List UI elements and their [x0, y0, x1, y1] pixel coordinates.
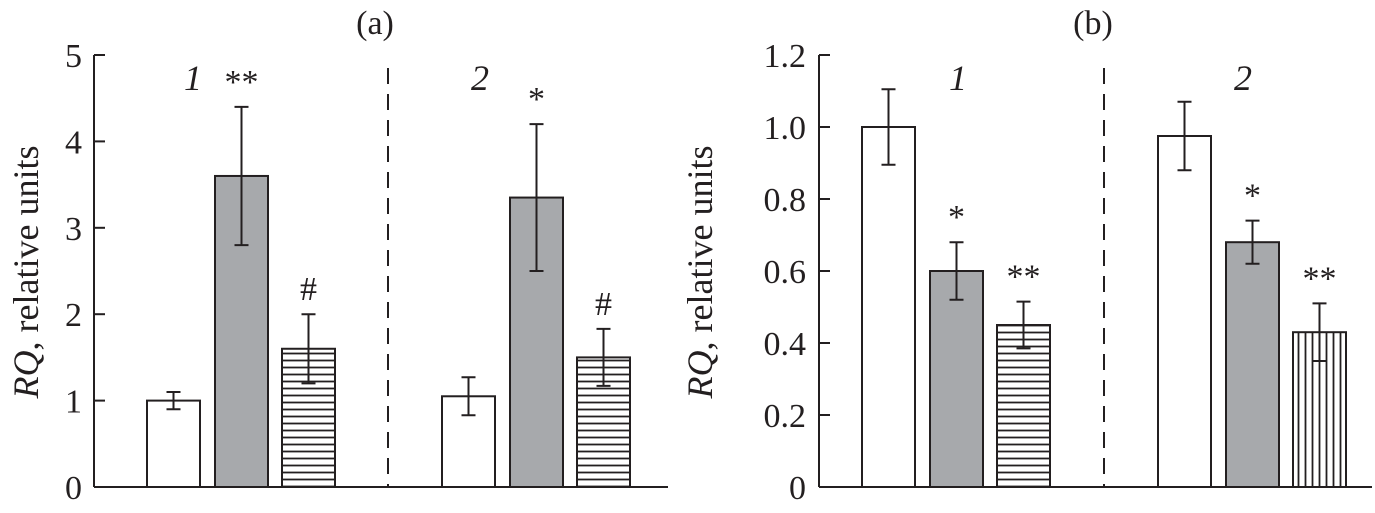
panel-b-bar-g1-3	[996, 324, 1051, 488]
panel-a-error-bar-g1-2	[234, 105, 249, 247]
panel-a-significance-mark-g1-3: #	[300, 271, 317, 308]
panel-a-y-ticks: 0 1 2 3 4 5	[65, 38, 105, 507]
panel-b-y-ticks: 0 0.2 0.4 0.6 0.8 1.0 1.2	[764, 38, 830, 507]
panel-b-group-label-1: 1	[949, 58, 967, 98]
panel-b-significance-mark-g2-2: *	[1244, 178, 1261, 215]
panel-b-error-bar-g1-1	[881, 88, 896, 166]
panel-b-y-tick-label: 0.8	[764, 182, 807, 219]
panel-a-y-axis-label-symbol: RQ	[6, 350, 46, 399]
panel-a-y-tick-label: 1	[65, 384, 82, 421]
panel-b-y-tick-label: 1.2	[764, 38, 807, 75]
panel-a-group-label-1: 1	[184, 58, 202, 98]
panel-b-y-axis-label-text: , relative units	[680, 146, 720, 351]
panel-b-y-tick-label: 0.4	[764, 326, 807, 363]
panel-b-y-tick-label: 0.2	[764, 398, 807, 435]
panel-a-significance-mark-g2-3: #	[595, 286, 612, 323]
panel-b-title: (b)	[1073, 5, 1113, 42]
panel-a-bar-g1-2	[214, 174, 269, 489]
panel-b-group-label-2: 2	[1234, 58, 1252, 98]
panel-a-y-tick-label: 2	[65, 297, 82, 334]
panel-a-error-bar-g1-3	[301, 313, 316, 385]
panel-a-y-tick-label: 5	[65, 38, 82, 75]
panel-a-bar-g1-1	[146, 399, 201, 489]
panel-b-y-tick-label: 0	[789, 470, 806, 507]
panel-b-bars: ******	[861, 88, 1347, 489]
panel-b-error-bar-g2-3	[1312, 302, 1327, 362]
panel-a-group-label-2: 2	[471, 58, 489, 98]
panel-b-error-bar-g2-2	[1245, 219, 1260, 265]
panel-a-y-axis-label: RQ, relative units	[6, 146, 46, 400]
panel-b-error-bar-g1-3	[1016, 300, 1031, 350]
panel-a-error-bar-g2-3	[596, 327, 611, 387]
panel-b-bar-g2-2	[1225, 241, 1280, 488]
panel-a-title: (a)	[356, 5, 394, 42]
panel-b-significance-mark-g1-2: *	[948, 199, 965, 236]
panel-b: (b) RQ, relative units 0 0.2 0.4 0.6 0.8 1.0 1…	[680, 5, 1372, 507]
panel-a-error-bar-g2-1	[461, 376, 476, 417]
panel-b-bar-g2-1	[1157, 135, 1212, 488]
panel-a-bars: ** # * #	[146, 64, 631, 489]
panel-a: (a) RQ, relative units 0 1 2 3 4 5 1 2 ** # * #	[6, 5, 668, 507]
panel-a-error-bar-g2-2	[529, 123, 544, 272]
panel-a-error-bar-g1-1	[166, 390, 181, 411]
panel-b-y-tick-label: 0.6	[764, 254, 807, 291]
panel-b-y-tick-label: 1.0	[764, 110, 807, 147]
panel-b-error-bar-g1-2	[949, 241, 964, 301]
panel-b-significance-mark-g1-3: **	[1007, 259, 1041, 296]
panel-b-bar-g1-2	[929, 270, 984, 488]
panel-a-y-tick-label: 0	[65, 470, 82, 507]
panel-a-y-axis-label-text: , relative units	[6, 146, 46, 351]
panel-b-y-axis-label: RQ, relative units	[680, 146, 720, 400]
panel-b-y-axis-label-symbol: RQ	[680, 350, 720, 399]
panel-b-error-bar-g2-1	[1177, 100, 1192, 172]
panel-a-y-tick-label: 3	[65, 211, 82, 248]
panel-a-significance-mark-g2-2: *	[528, 81, 545, 118]
panel-a-significance-mark-g1-2: **	[225, 64, 259, 101]
panel-b-significance-mark-g2-3: **	[1303, 260, 1337, 297]
panel-b-bar-g1-1	[861, 126, 916, 488]
panel-a-y-tick-label: 4	[65, 124, 82, 161]
